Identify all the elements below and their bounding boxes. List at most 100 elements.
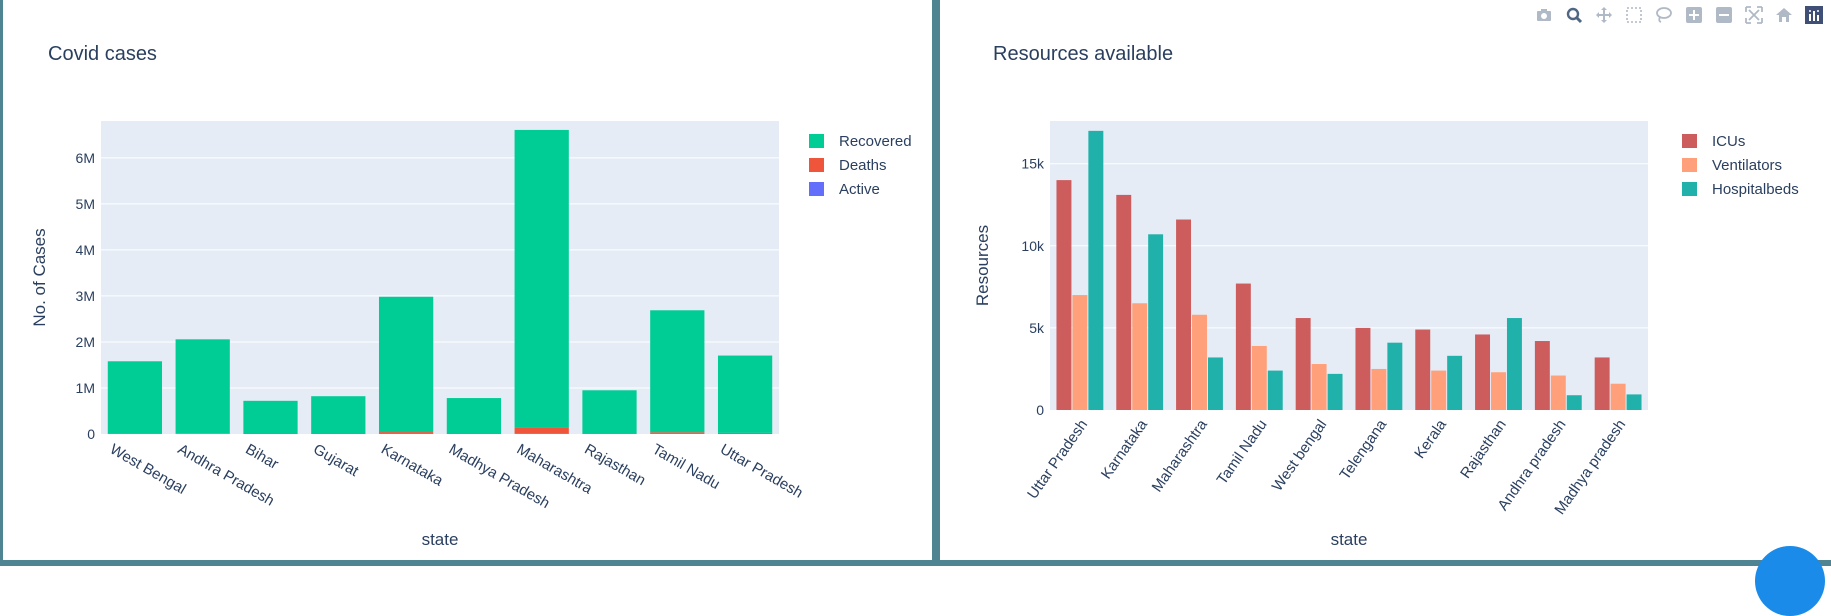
bar-icus bbox=[1535, 341, 1550, 410]
bar-hospitalbeds bbox=[1627, 394, 1642, 410]
legend-swatch-active bbox=[809, 182, 824, 196]
x-tick-label: Telengana bbox=[1337, 416, 1391, 483]
bar-hospitalbeds bbox=[1567, 395, 1582, 410]
bar-hospitalbeds bbox=[1208, 357, 1223, 410]
bar-recovered bbox=[311, 396, 365, 433]
x-tick-label: West bengal bbox=[1269, 417, 1331, 495]
bar-hospitalbeds bbox=[1447, 356, 1462, 410]
zoom-in-icon[interactable] bbox=[1683, 4, 1705, 26]
bar-ventilators bbox=[1611, 384, 1626, 410]
resources-chart: Resources available 0 5k 10k 15k Uttar Prades… bbox=[948, 0, 1831, 560]
bar-hospitalbeds bbox=[1088, 131, 1103, 410]
x-tick-label: Rajasthan bbox=[1457, 417, 1510, 482]
y-tick-label: 10k bbox=[1021, 238, 1045, 254]
bar-deaths bbox=[515, 427, 569, 433]
bar-ventilators bbox=[1551, 376, 1566, 410]
bar-hospitalbeds bbox=[1328, 374, 1343, 410]
bar-recovered bbox=[650, 310, 704, 432]
bar-recovered bbox=[108, 361, 162, 433]
y-axis-title: Resources bbox=[973, 225, 992, 306]
bar-hospitalbeds bbox=[1148, 234, 1163, 410]
x-tick-label: Uttar Pradesh bbox=[717, 441, 806, 502]
bar-recovered bbox=[515, 130, 569, 427]
x-tick-label: Uttar Pradesh bbox=[1024, 417, 1091, 503]
bar-ventilators bbox=[1132, 303, 1147, 410]
y-tick-label: 15k bbox=[1021, 156, 1045, 172]
bar-icus bbox=[1236, 284, 1251, 410]
y-tick-label: 1M bbox=[76, 380, 95, 396]
legend-swatch-ventilators bbox=[1682, 158, 1697, 172]
x-tick-label: Maharashtra bbox=[1149, 416, 1212, 495]
x-tick-label: Gujarat bbox=[310, 441, 362, 481]
y-tick-label: 0 bbox=[1036, 402, 1044, 418]
x-tick-label: Tamil Nadu bbox=[649, 441, 722, 493]
x-tick-label: Bihar bbox=[243, 441, 282, 473]
home-icon[interactable] bbox=[1773, 4, 1795, 26]
bar-icus bbox=[1475, 334, 1490, 410]
bar-recovered bbox=[447, 398, 501, 433]
y-tick-label: 5k bbox=[1029, 320, 1045, 336]
legend-label-hospitalbeds: Hospitalbeds bbox=[1712, 181, 1799, 198]
lasso-icon[interactable] bbox=[1653, 4, 1675, 26]
legend-swatch-hospitalbeds bbox=[1682, 182, 1697, 196]
y-tick-label: 2M bbox=[76, 334, 95, 350]
box-select-icon[interactable] bbox=[1623, 4, 1645, 26]
camera-icon[interactable] bbox=[1533, 4, 1555, 26]
floating-action-button[interactable] bbox=[1755, 546, 1825, 616]
legend-swatch-recovered bbox=[809, 134, 824, 148]
bar-icus bbox=[1355, 328, 1370, 410]
x-tick-label: Kerala bbox=[1411, 416, 1450, 462]
x-tick-label: Karnataka bbox=[1098, 416, 1152, 482]
bar-deaths bbox=[176, 433, 230, 434]
bar-hospitalbeds bbox=[1507, 318, 1522, 410]
y-tick-label: 3M bbox=[76, 288, 95, 304]
y-tick-label: 0 bbox=[87, 426, 95, 442]
bar-ventilators bbox=[1252, 346, 1267, 410]
bar-icus bbox=[1116, 195, 1131, 410]
bottom-divider bbox=[0, 560, 1831, 566]
bar-icus bbox=[1296, 318, 1311, 410]
y-tick-label: 6M bbox=[76, 150, 95, 166]
x-tick-label: Tamil Nadu bbox=[1214, 417, 1271, 488]
bar-icus bbox=[1056, 180, 1071, 410]
x-axis-title: state bbox=[1331, 530, 1368, 549]
bar-hospitalbeds bbox=[1268, 371, 1283, 410]
bar-ventilators bbox=[1312, 364, 1327, 410]
plot-modebar bbox=[1533, 4, 1825, 26]
bar-recovered bbox=[582, 390, 636, 433]
bar-icus bbox=[1595, 357, 1610, 410]
legend-label-ventilators: Ventilators bbox=[1712, 157, 1782, 174]
plotly-logo-icon[interactable] bbox=[1803, 4, 1825, 26]
bar-ventilators bbox=[1072, 295, 1087, 410]
bar-deaths bbox=[379, 432, 433, 434]
bar-hospitalbeds bbox=[1387, 343, 1402, 410]
y-tick-label: 4M bbox=[76, 242, 95, 258]
autoscale-icon[interactable] bbox=[1743, 4, 1765, 26]
x-tick-label: Karnataka bbox=[378, 441, 446, 490]
zoom-out-icon[interactable] bbox=[1713, 4, 1735, 26]
bar-recovered bbox=[718, 356, 772, 433]
bar-recovered bbox=[176, 339, 230, 433]
resources-panel: Resources available 0 5k 10k 15k Uttar Prades… bbox=[948, 0, 1831, 560]
legend-label-active: Active bbox=[839, 181, 880, 198]
bar-ventilators bbox=[1431, 371, 1446, 410]
bar-deaths bbox=[108, 433, 162, 434]
bar-deaths bbox=[718, 433, 772, 434]
x-tick-label: West Bengal bbox=[107, 441, 189, 498]
legend-label-recovered: Recovered bbox=[839, 133, 912, 150]
bar-icus bbox=[1176, 220, 1191, 410]
bar-deaths bbox=[650, 432, 704, 434]
bar-recovered bbox=[243, 401, 297, 434]
chart-title: Resources available bbox=[993, 43, 1173, 65]
bar-icus bbox=[1415, 330, 1430, 410]
y-tick-label: 5M bbox=[76, 196, 95, 212]
legend-swatch-deaths bbox=[809, 158, 824, 172]
legend-label-deaths: Deaths bbox=[839, 157, 887, 174]
bar-ventilators bbox=[1491, 372, 1506, 410]
chart-title: Covid cases bbox=[48, 43, 157, 65]
bar-ventilators bbox=[1371, 369, 1386, 410]
y-axis-title: No. of Cases bbox=[30, 228, 49, 326]
pan-icon[interactable] bbox=[1593, 4, 1615, 26]
zoom-icon[interactable] bbox=[1563, 4, 1585, 26]
